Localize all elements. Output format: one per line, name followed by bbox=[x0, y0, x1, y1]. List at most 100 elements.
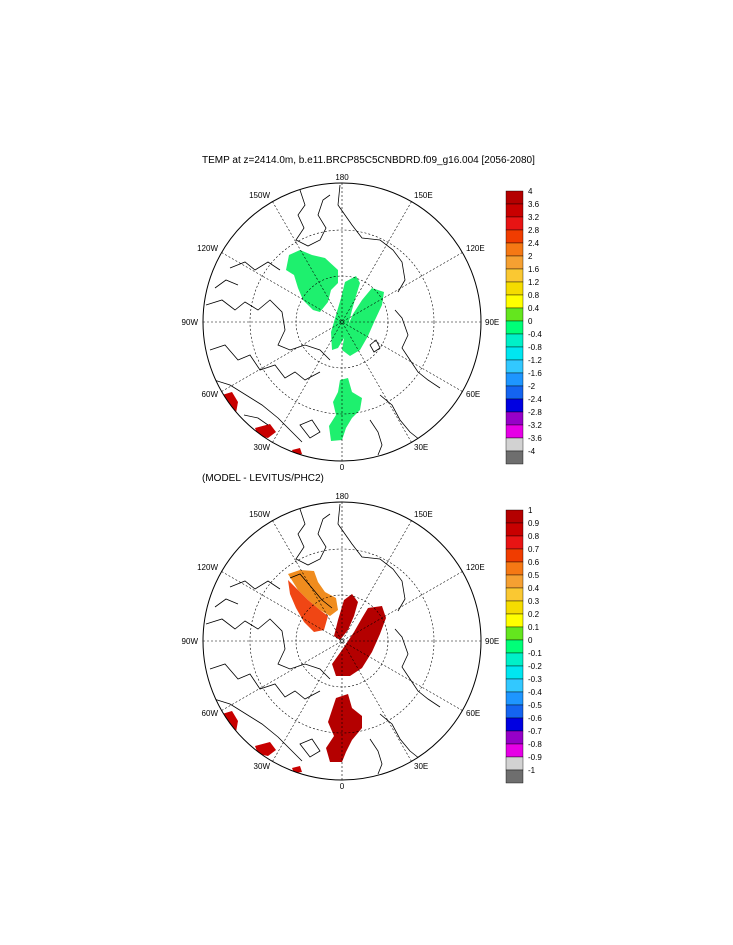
lon-label-60w: 60W bbox=[202, 390, 219, 399]
colorbar-swatch bbox=[505, 717, 524, 732]
map-boundary-2 bbox=[202, 501, 482, 781]
graticule-1 bbox=[203, 183, 481, 461]
colorbar-label: 2.8 bbox=[528, 226, 540, 235]
lon-label-90w: 90W bbox=[182, 637, 199, 646]
colorbar-swatch bbox=[505, 600, 524, 615]
colorbar-swatch bbox=[505, 574, 524, 589]
colorbar-swatch bbox=[505, 626, 524, 641]
lon-label-30w: 30W bbox=[254, 762, 271, 771]
polar-map-panel-1: 180 150E 120E 90E 60E 30E 0 30W 60W 90W … bbox=[182, 173, 543, 472]
colorbar-label: -3.2 bbox=[528, 421, 542, 430]
field-region-red-1 bbox=[222, 711, 238, 732]
colorbar-label: 0 bbox=[528, 636, 533, 645]
lon-label-120w: 120W bbox=[197, 563, 218, 572]
colorbar-label: 1.6 bbox=[528, 265, 540, 274]
colorbar-swatch bbox=[505, 522, 524, 537]
colorbar-label: -4 bbox=[528, 447, 536, 456]
colorbar-label: -0.9 bbox=[528, 753, 542, 762]
colorbar-swatch bbox=[505, 450, 524, 465]
colorbar-swatch bbox=[505, 216, 524, 231]
lon-label-30e: 30E bbox=[414, 762, 428, 771]
colorbar-label: 3.6 bbox=[528, 200, 540, 209]
colorbar-label: -0.7 bbox=[528, 727, 542, 736]
field-region-green-center bbox=[331, 276, 360, 350]
colorbar-label: -1.2 bbox=[528, 356, 542, 365]
coastlines-1 bbox=[205, 184, 441, 456]
colorbar-swatch bbox=[505, 203, 524, 218]
colorbar-label: 0.1 bbox=[528, 623, 540, 632]
colorbar-label: -0.5 bbox=[528, 701, 542, 710]
colorbar-swatch bbox=[505, 678, 524, 693]
colorbar-swatch bbox=[505, 743, 524, 758]
difference-field-2 bbox=[222, 570, 386, 773]
colorbar-label: 0.9 bbox=[528, 519, 540, 528]
colorbar-label: -0.6 bbox=[528, 714, 542, 723]
lon-label-150w: 150W bbox=[249, 191, 270, 200]
field-region-darkred-small bbox=[334, 594, 358, 640]
colorbar-swatch bbox=[505, 242, 524, 257]
polar-map-panel-2: 180 150E 120E 90E 60E 30E 0 30W 60W 90W … bbox=[182, 492, 543, 791]
field-region-red-3 bbox=[292, 766, 302, 773]
colorbar-swatch bbox=[505, 268, 524, 283]
colorbar-swatch bbox=[505, 613, 524, 628]
colorbar-label: 0.2 bbox=[528, 610, 540, 619]
lon-label-150e: 150E bbox=[414, 510, 433, 519]
lon-label-150w: 150W bbox=[249, 510, 270, 519]
colorbar-swatch bbox=[505, 769, 524, 784]
colorbar-label: -1 bbox=[528, 766, 536, 775]
colorbar-label: 0 bbox=[528, 317, 533, 326]
panel-1-title: TEMP at z=2414.0m, b.e11.BRCP85C5CNBDRD.… bbox=[202, 155, 535, 166]
coastlines-2 bbox=[205, 503, 441, 775]
colorbar-label: -3.6 bbox=[528, 434, 542, 443]
field-region-green-south bbox=[329, 378, 362, 441]
lon-label-150e: 150E bbox=[414, 191, 433, 200]
colorbar-swatch bbox=[505, 730, 524, 745]
colorbar-swatch bbox=[505, 652, 524, 667]
colorbar-label: 4 bbox=[528, 187, 533, 196]
lon-label-30w: 30W bbox=[254, 443, 271, 452]
colorbar-label: 1 bbox=[528, 506, 533, 515]
colorbar-swatch bbox=[505, 704, 524, 719]
colorbar-label: -0.3 bbox=[528, 675, 542, 684]
colorbar-label: 2.4 bbox=[528, 239, 540, 248]
colorbar-label: -0.2 bbox=[528, 662, 542, 671]
colorbar-swatch bbox=[505, 307, 524, 322]
colorbar-swatch bbox=[505, 411, 524, 426]
lon-label-90e: 90E bbox=[485, 318, 499, 327]
temperature-anomaly-field-1 bbox=[222, 250, 384, 455]
colorbar-2: 1 0.9 0.8 0.7 0.6 0.5 0.4 0.3 0.2 0.1 0 -0.1 -0.2 -0.… bbox=[505, 506, 542, 784]
colorbar-swatch bbox=[505, 587, 524, 602]
lon-label-120e: 120E bbox=[466, 563, 485, 572]
colorbar-swatch bbox=[505, 756, 524, 771]
lon-label-0: 0 bbox=[340, 782, 345, 791]
map-boundary-1 bbox=[202, 182, 482, 462]
colorbar-swatch bbox=[505, 509, 524, 524]
colorbar-label: 1.2 bbox=[528, 278, 540, 287]
field-region-red-2 bbox=[255, 424, 276, 438]
colorbar-label: 0.8 bbox=[528, 532, 540, 541]
colorbar-swatch bbox=[505, 346, 524, 361]
lon-label-60e: 60E bbox=[466, 390, 480, 399]
colorbar-label: -0.8 bbox=[528, 740, 542, 749]
field-region-red-1 bbox=[222, 392, 238, 413]
colorbar-label: 0.3 bbox=[528, 597, 540, 606]
colorbar-label: -2.4 bbox=[528, 395, 542, 404]
colorbar-label: -0.8 bbox=[528, 343, 542, 352]
colorbar-swatch bbox=[505, 398, 524, 413]
colorbar-swatch bbox=[505, 561, 524, 576]
colorbar-swatch bbox=[505, 424, 524, 439]
colorbar-swatch bbox=[505, 320, 524, 335]
field-region-orange bbox=[288, 570, 338, 616]
panel-2-title: (MODEL - LEVITUS/PHC2) bbox=[202, 473, 324, 484]
field-region-green-west bbox=[286, 250, 338, 312]
lon-label-60w: 60W bbox=[202, 709, 219, 718]
colorbar-swatch bbox=[505, 535, 524, 550]
colorbar-swatch bbox=[505, 359, 524, 374]
lon-label-30e: 30E bbox=[414, 443, 428, 452]
colorbar-1: 4 3.6 3.2 2.8 2.4 2 1.6 1.2 0.8 0.4 0 -0.4 -0.8 -1.2 -… bbox=[505, 187, 542, 465]
colorbar-label: -0.1 bbox=[528, 649, 542, 658]
colorbar-label: 0.8 bbox=[528, 291, 540, 300]
colorbar-swatch bbox=[505, 190, 524, 205]
colorbar-swatch bbox=[505, 665, 524, 680]
